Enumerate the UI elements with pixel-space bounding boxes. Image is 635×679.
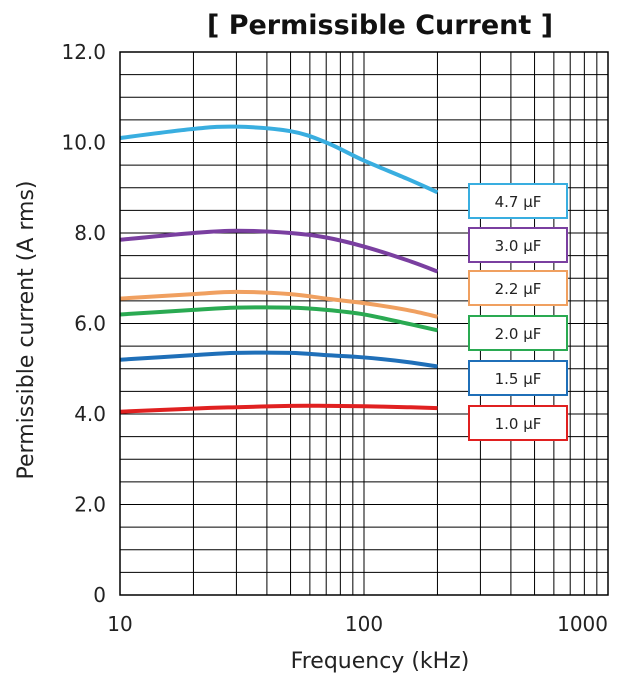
legend-label-1: 3.0 μF (495, 237, 542, 255)
x-tick-label: 100 (345, 612, 383, 636)
y-tick-label: 4.0 (74, 402, 106, 426)
legend-box-0 (468, 183, 568, 219)
x-axis-label: Frequency (kHz) (291, 649, 470, 674)
series-line-1 (119, 228, 439, 274)
y-tick-label: 2.0 (74, 493, 106, 517)
legend-box-1 (468, 227, 568, 263)
legend-box-3 (468, 315, 568, 351)
y-tick-label: 6.0 (74, 312, 106, 336)
y-tick-label: 0 (93, 583, 106, 607)
series-line-4 (119, 350, 438, 369)
series-line-3 (119, 305, 438, 333)
y-tick-label: 8.0 (74, 221, 106, 245)
series-line-5 (119, 403, 438, 414)
legend-box-2 (468, 270, 568, 306)
legend-label-4: 1.5 μF (495, 370, 542, 388)
chart-title: [ Permissible Current ] (207, 10, 553, 41)
plot-frame (119, 51, 609, 596)
y-tick-label: 12.0 (61, 40, 106, 64)
y-tick-labels: 0 2.0 4.0 6.0 8.0 10.0 12.0 (61, 40, 106, 607)
plot-border (119, 51, 609, 596)
y-axis-label: Permissible current (A rms) (14, 181, 39, 480)
series-line-0 (119, 124, 439, 195)
legend: 4.7 μF 3.0 μF 2.2 μF 2.0 μF 1.5 μF 1.0 μF (468, 183, 568, 441)
legend-box-4 (468, 360, 568, 396)
x-tick-label: 1000 (557, 612, 608, 636)
series-layer (119, 124, 439, 414)
legend-label-5: 1.0 μF (495, 415, 542, 433)
legend-label-2: 2.2 μF (495, 280, 542, 298)
legend-box-5 (468, 405, 568, 441)
legend-label-3: 2.0 μF (495, 325, 542, 343)
y-tick-label: 10.0 (61, 131, 106, 155)
legend-label-0: 4.7 μF (495, 193, 542, 211)
x-tick-label: 10 (107, 612, 132, 636)
series-line-2 (119, 289, 438, 319)
x-tick-labels: 10 100 1000 (107, 612, 608, 636)
